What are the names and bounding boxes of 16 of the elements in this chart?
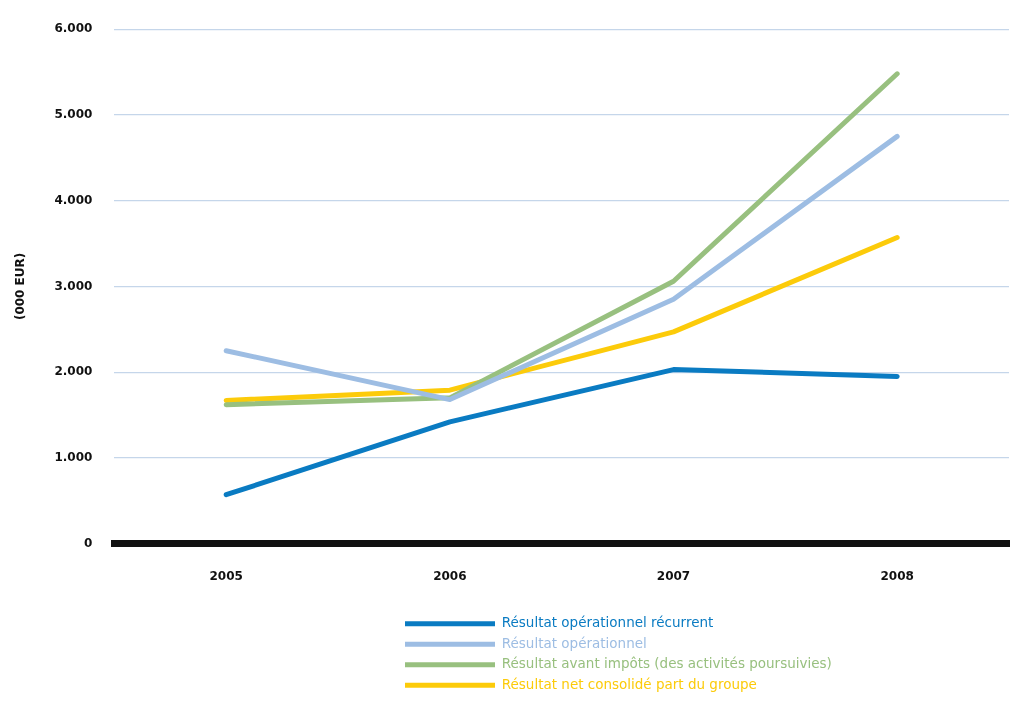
y-tick-label: 1.000	[54, 449, 93, 464]
text: Résultat opérationnel récurrent	[501, 614, 714, 631]
y-tick-label: 3.000	[54, 278, 93, 293]
text: Résultat net consolidé part du groupe	[501, 675, 757, 692]
y-tick-label: 4.000	[54, 192, 93, 207]
x-tick-label: 2007	[656, 568, 691, 583]
y-tick-label: 0	[84, 535, 93, 550]
x-tick-label: 2008	[880, 568, 914, 583]
text: Résultat avant impôts (des activités poursuivies)	[501, 655, 832, 672]
y-tick-label: 2.000	[54, 364, 93, 379]
x-tick-label: 2005	[209, 568, 243, 583]
y-axis-title: (000 EUR)	[13, 252, 28, 321]
y-tick-label: 6.000	[54, 21, 93, 36]
x-tick-label: 2006	[433, 568, 467, 583]
y-tick-label: 5.000	[54, 107, 93, 122]
text: Résultat opérationnel	[501, 634, 647, 651]
